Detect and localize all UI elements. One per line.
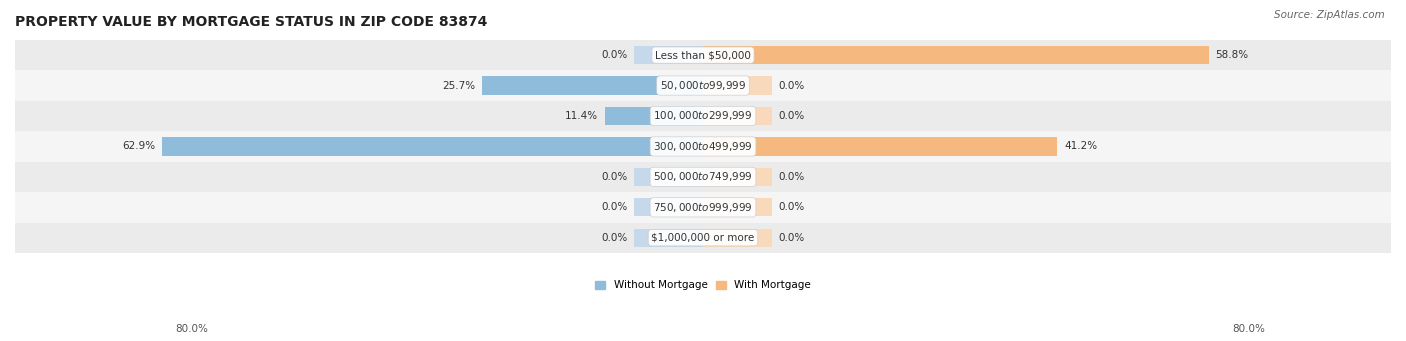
Text: $100,000 to $299,999: $100,000 to $299,999 [654,109,752,122]
Bar [162,137,703,155]
Text: 0.0%: 0.0% [602,233,627,243]
Text: $1,000,000 or more: $1,000,000 or more [651,233,755,243]
Bar [15,131,1391,162]
Bar [15,223,1391,253]
Text: 62.9%: 62.9% [122,142,155,151]
Text: 0.0%: 0.0% [779,202,804,212]
Text: 0.0%: 0.0% [779,80,804,91]
Bar [15,162,1391,192]
Bar [703,76,772,95]
Text: $300,000 to $499,999: $300,000 to $499,999 [654,140,752,153]
Bar [703,137,1057,155]
Bar [15,70,1391,101]
Bar [15,40,1391,70]
Text: 0.0%: 0.0% [779,233,804,243]
Text: 11.4%: 11.4% [565,111,598,121]
Bar [634,168,703,186]
Bar [605,107,703,125]
Text: $750,000 to $999,999: $750,000 to $999,999 [654,201,752,214]
Bar [703,107,772,125]
Text: Less than $50,000: Less than $50,000 [655,50,751,60]
Text: 80.0%: 80.0% [176,324,208,334]
Bar [482,76,703,95]
Text: 41.2%: 41.2% [1064,142,1097,151]
Text: $50,000 to $99,999: $50,000 to $99,999 [659,79,747,92]
Bar [703,46,1209,64]
Text: 58.8%: 58.8% [1216,50,1249,60]
Bar [15,192,1391,223]
Text: 80.0%: 80.0% [1233,324,1265,334]
Text: $500,000 to $749,999: $500,000 to $749,999 [654,170,752,183]
Text: 0.0%: 0.0% [602,50,627,60]
Text: PROPERTY VALUE BY MORTGAGE STATUS IN ZIP CODE 83874: PROPERTY VALUE BY MORTGAGE STATUS IN ZIP… [15,15,488,29]
Legend: Without Mortgage, With Mortgage: Without Mortgage, With Mortgage [591,276,815,295]
Text: 0.0%: 0.0% [602,202,627,212]
Bar [634,46,703,64]
Text: Source: ZipAtlas.com: Source: ZipAtlas.com [1274,10,1385,20]
Bar [634,198,703,217]
Bar [703,168,772,186]
Bar [703,228,772,247]
Text: 0.0%: 0.0% [779,111,804,121]
Bar [703,198,772,217]
Text: 0.0%: 0.0% [602,172,627,182]
Text: 0.0%: 0.0% [779,172,804,182]
Bar [15,101,1391,131]
Bar [634,228,703,247]
Text: 25.7%: 25.7% [441,80,475,91]
